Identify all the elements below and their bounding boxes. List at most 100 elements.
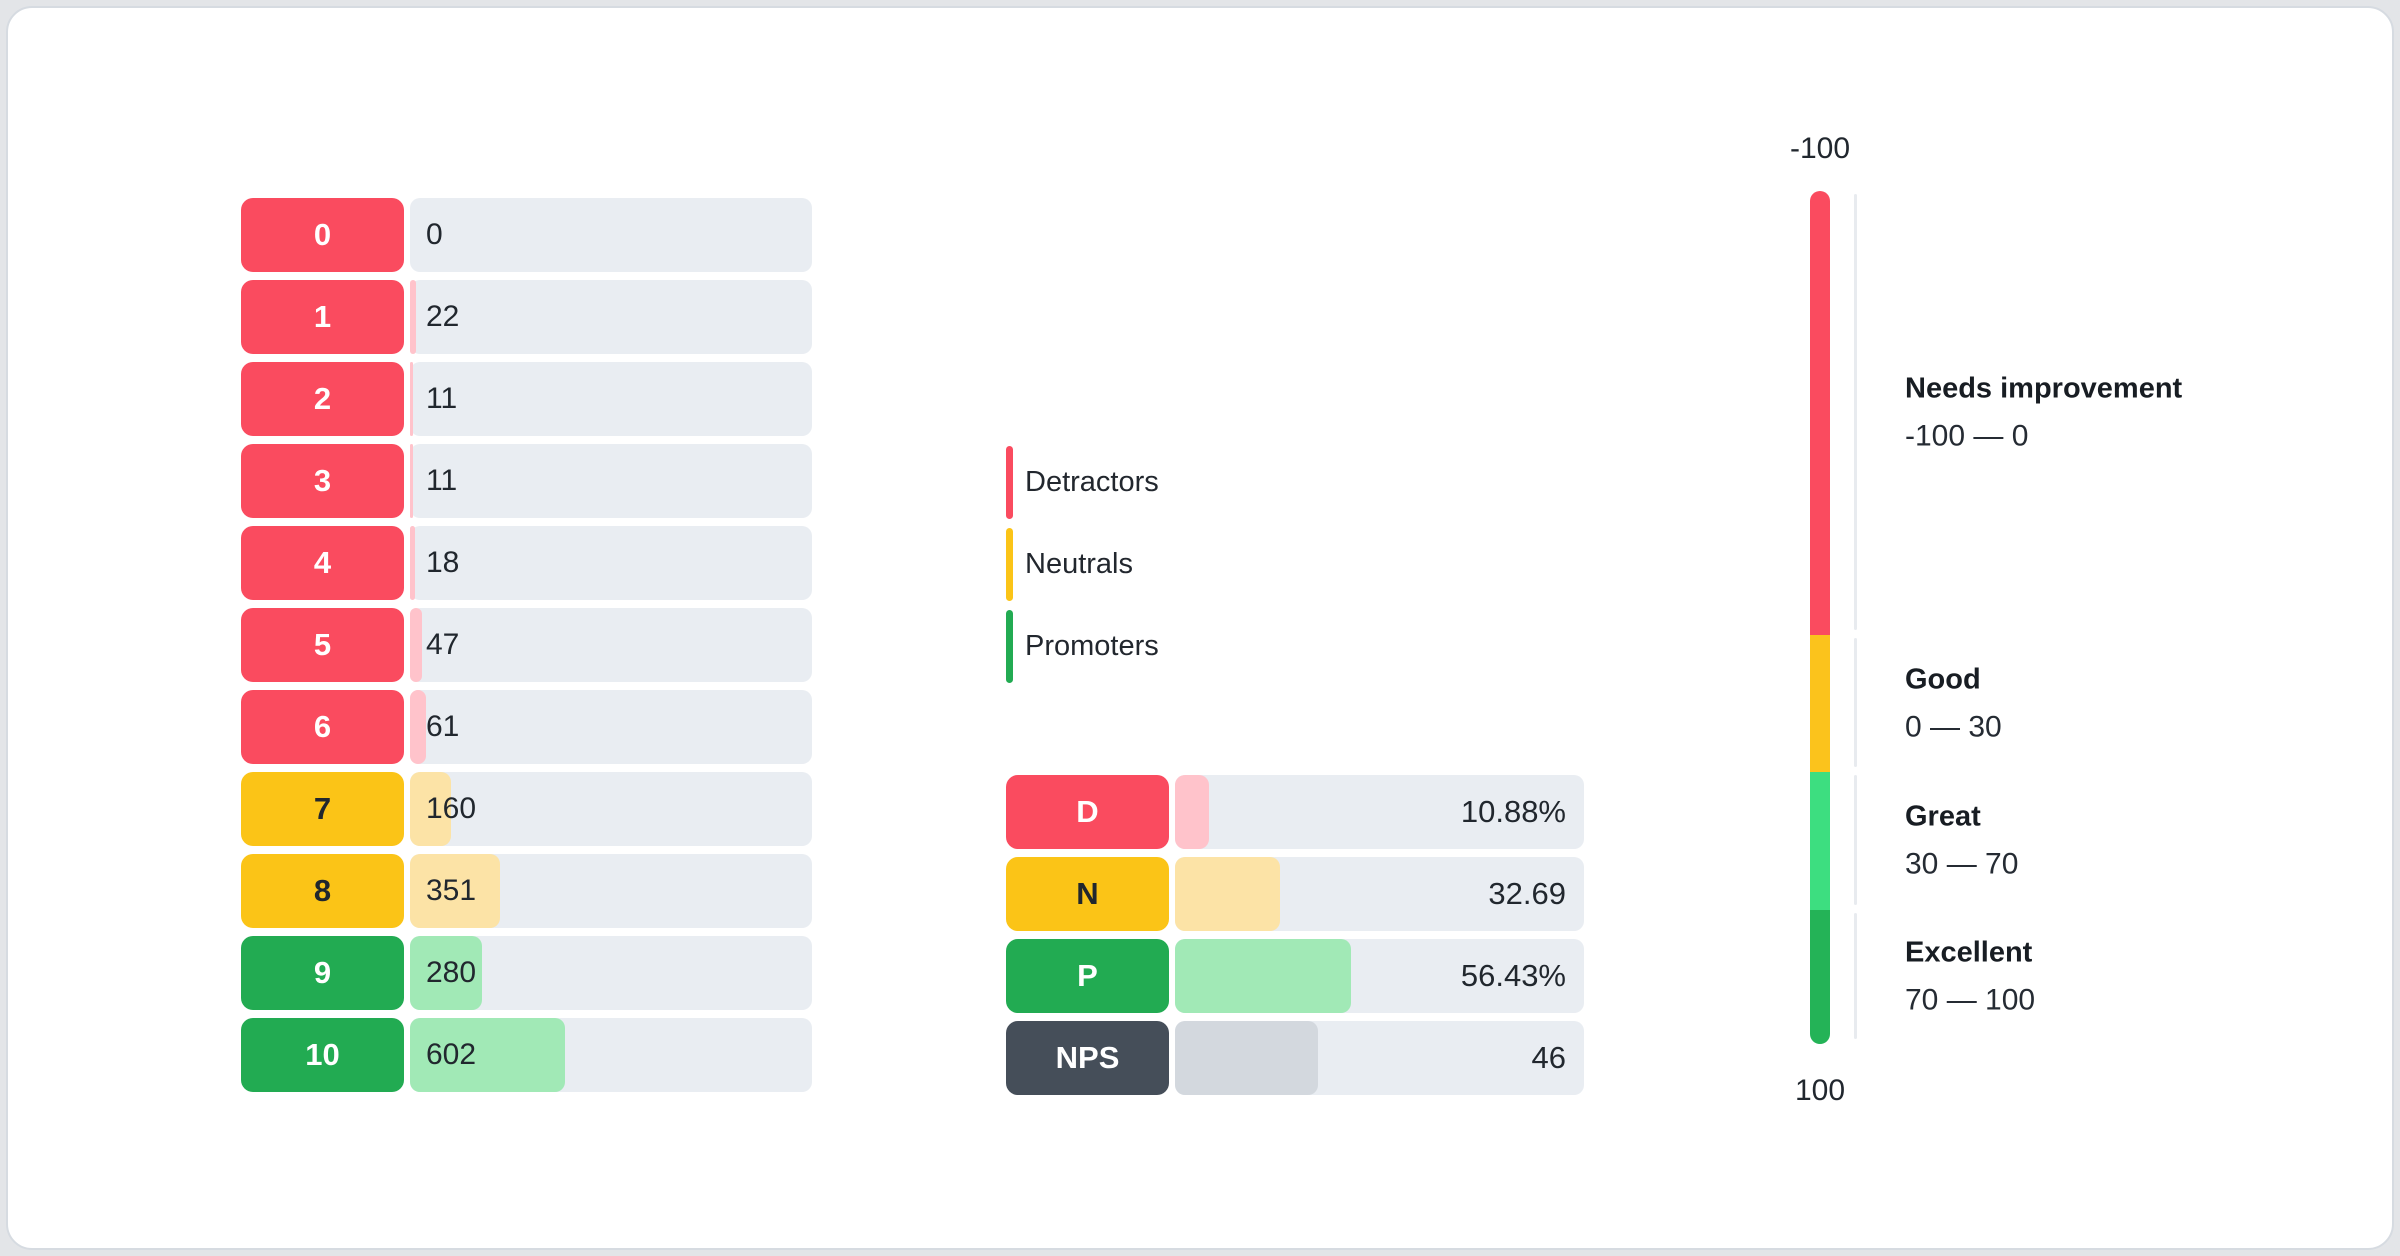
nps-report-card: 0 0 1 22 2 11 3 11 4 18 5 47 6 61 7 160 8 351 9 280 10 602 De…: [6, 6, 2394, 1250]
score-button-2: 2: [241, 362, 404, 436]
score-button-10: 10: [241, 1018, 404, 1092]
gauge-segment-2: [1810, 635, 1830, 772]
gauge-band-title-4: Excellent: [1905, 936, 2033, 969]
score-bar-fill-8: [410, 854, 501, 928]
legend-color-bar-promoter: [1006, 610, 1013, 683]
summary-button-p: P: [1006, 939, 1169, 1013]
summary-bar-fill-d: [1175, 775, 1209, 849]
gauge-band-range-3: 30 — 70: [1905, 847, 2019, 881]
score-bar-fill-9: [410, 936, 482, 1010]
legend-label-promoter: Promoters: [1025, 630, 1159, 662]
score-row-3: 3 11: [241, 444, 812, 518]
gauge-band-range-2: 0 — 30: [1905, 710, 2002, 744]
summary-row-d: D 10.88%: [1006, 775, 1584, 849]
score-bar-fill-7: [410, 772, 452, 846]
score-track-7: 160: [410, 772, 812, 846]
legend-label-neutral: Neutrals: [1025, 548, 1133, 580]
gauge-segment-1: [1810, 191, 1830, 636]
score-button-0: 0: [241, 198, 404, 272]
legend-item-promoter: Promoters: [1006, 610, 1159, 683]
legend-color-bar-detractor: [1006, 446, 1013, 519]
score-bar-fill-4: [410, 526, 415, 600]
score-row-9: 9 280: [241, 936, 812, 1010]
score-row-1: 1 22: [241, 280, 812, 354]
score-count-7: 160: [426, 792, 477, 825]
score-track-5: 47: [410, 608, 812, 682]
summary-value-nps: 46: [1531, 1040, 1566, 1075]
score-track-0: 0: [410, 198, 812, 272]
score-track-3: 11: [410, 444, 812, 518]
score-button-4: 4: [241, 526, 404, 600]
score-row-5: 5 47: [241, 608, 812, 682]
score-count-9: 280: [426, 956, 477, 989]
gauge-band-range-1: -100 — 0: [1905, 419, 2029, 453]
score-track-9: 280: [410, 936, 812, 1010]
legend-item-neutral: Neutrals: [1006, 528, 1159, 601]
summary-button-d: D: [1006, 775, 1169, 849]
summary-row-n: N 32.69: [1006, 857, 1584, 931]
score-button-3: 3: [241, 444, 404, 518]
summary-row-nps: NPS 46: [1006, 1021, 1584, 1095]
gauge-axis-line-2: [1854, 638, 1857, 767]
score-count-4: 18: [426, 546, 460, 579]
gauge-band-label-4: Excellent 70 — 100: [1905, 937, 2035, 1018]
summary-value-d: 10.88%: [1460, 794, 1566, 829]
score-button-7: 7: [241, 772, 404, 846]
score-count-8: 351: [426, 874, 477, 907]
legend-item-detractor: Detractors: [1006, 446, 1159, 519]
gauge-band-title-3: Great: [1905, 800, 1981, 833]
score-count-2: 11: [426, 382, 458, 415]
score-track-2: 11: [410, 362, 812, 436]
score-row-10: 10 602: [241, 1018, 812, 1092]
summary-button-nps: NPS: [1006, 1021, 1169, 1095]
summary-bar-fill-p: [1175, 939, 1352, 1013]
score-track-4: 18: [410, 526, 812, 600]
summary-track-nps: 46: [1175, 1021, 1584, 1095]
score-row-2: 2 11: [241, 362, 812, 436]
score-row-7: 7 160: [241, 772, 812, 846]
gauge-axis-line-1: [1854, 194, 1857, 631]
score-track-6: 61: [410, 690, 812, 764]
summary-track-d: 10.88%: [1175, 775, 1584, 849]
legend-label-detractor: Detractors: [1025, 466, 1159, 498]
gauge-segment-3: [1810, 771, 1830, 911]
score-count-10: 602: [426, 1038, 477, 1071]
gauge-min-label: 100: [1794, 1074, 1846, 1107]
summary-bar-fill-nps: [1175, 1021, 1318, 1095]
score-track-10: 602: [410, 1018, 812, 1092]
gauge-max-label: -100: [1789, 132, 1851, 165]
gauge-segment-4: [1810, 910, 1830, 1044]
score-bar-fill-10: [410, 1018, 565, 1092]
summary-bar-fill-n: [1175, 857, 1280, 931]
gauge-band-title-2: Good: [1905, 663, 1981, 696]
summary-row-p: P 56.43%: [1006, 939, 1584, 1013]
score-button-1: 1: [241, 280, 404, 354]
legend-color-bar-neutral: [1006, 528, 1013, 601]
gauge-band-label-2: Good 0 — 30: [1905, 663, 2002, 744]
score-track-1: 22: [410, 280, 812, 354]
score-distribution-chart: 0 0 1 22 2 11 3 11 4 18 5 47 6 61 7 160 8 351 9 280 10 602: [241, 198, 812, 1100]
score-track-8: 351: [410, 854, 812, 928]
score-row-4: 4 18: [241, 526, 812, 600]
score-bar-fill-5: [410, 608, 423, 682]
score-bar-fill-1: [410, 280, 416, 354]
score-bar-fill-2: [410, 362, 413, 436]
gauge-band-title-1: Needs improvement: [1905, 372, 2183, 405]
summary-track-n: 32.69: [1175, 857, 1584, 931]
gauge-axis-line-4: [1854, 913, 1857, 1039]
nps-gauge-bar: [1810, 191, 1830, 1044]
score-count-1: 22: [426, 300, 460, 333]
gauge-band-label-3: Great 30 — 70: [1905, 800, 2018, 881]
gauge-band-label-1: Needs improvement -100 — 0: [1905, 373, 2182, 454]
score-button-8: 8: [241, 854, 404, 928]
score-bar-fill-3: [410, 444, 413, 518]
score-count-5: 47: [426, 628, 460, 661]
summary-value-n: 32.69: [1488, 876, 1566, 911]
gauge-band-range-4: 70 — 100: [1905, 983, 2036, 1017]
score-button-5: 5: [241, 608, 404, 682]
legend: Detractors Neutrals Promoters: [1006, 446, 1159, 692]
score-count-3: 11: [426, 464, 458, 497]
gauge-axis-line-3: [1854, 774, 1857, 906]
score-button-9: 9: [241, 936, 404, 1010]
